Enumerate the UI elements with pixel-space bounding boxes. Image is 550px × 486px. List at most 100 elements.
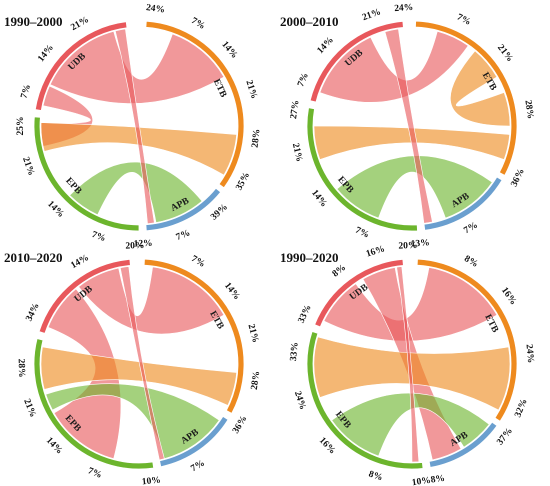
tick-label: 36% [510,167,527,188]
chord-etb-etb [450,50,511,127]
tick-label: 28% [16,358,27,377]
tick-label: 7% [189,254,206,270]
chord-udb-etb [49,30,225,104]
tick-label: 7% [462,220,479,236]
tick-label: 10% [141,476,161,486]
segment-arc-epb [306,107,418,232]
chord-udb-apb [114,28,155,224]
tick-label: 20% [125,241,144,252]
panel-title: 2010–2020 [4,250,63,265]
chord-panel-2000-2010: 2000–2010 UDB7%14%21%ETB24%7%21%28%36%AP… [280,3,535,250]
tick-label: 7% [175,228,192,243]
tick-label: 21% [20,156,36,177]
tick-label: 8% [367,469,384,483]
segment-arc-apb [159,415,229,468]
tick-label: 28% [250,370,263,390]
segment-arc-udb [34,21,128,111]
segment-arc-udb [38,258,131,334]
panel-title: 1990–2000 [4,14,63,29]
tick-label: 21% [495,43,515,64]
tick-label: 39% [209,202,230,222]
tick-label: 21% [69,15,90,33]
tick-label: 24% [145,3,165,16]
tick-label: 7% [189,16,206,32]
tick-label: 10%8% [411,474,445,486]
tick-label: 37% [495,426,515,447]
chord-ribbons [313,28,511,224]
segment-label-etb: ETB [482,313,500,335]
tick-label: 28% [522,100,535,120]
tick-label: 14% [36,43,56,64]
tick-label: 7% [189,458,206,474]
chord-epb-apb [331,392,490,457]
panel-title: 1990–2020 [280,250,339,265]
segment-arc-apb [428,421,498,468]
tick-label: 33% [297,303,314,324]
tick-label: 24% [524,344,536,364]
tick-label: 36% [231,414,249,435]
tick-label: 21% [290,142,304,163]
tick-label: 16% [317,436,337,457]
tick-label: 24% [394,3,414,14]
tick-label: 27% [289,100,302,120]
chord-udb-epb [396,266,420,463]
tick-label: 21% [243,79,258,100]
tick-label: 14% [222,281,242,302]
chord-panel-1990-2000: 1990–2000 UDB7%14%21%ETB24%7%14%21%28%35… [4,3,263,249]
tick-label: 35% [234,171,252,192]
tick-label: 24% [292,390,307,411]
segment-arc-apb [423,176,503,231]
segment-arc-epb [306,331,424,470]
tick-label: 33% [289,342,301,362]
tick-label: 14% [45,199,66,220]
segment-arc-apb [145,187,222,232]
chord-udb-etb [78,266,225,335]
tick-label: 7% [86,466,103,481]
tick-label: 8% [462,254,479,270]
chord-panel-2010-2020: 2010–2020 UDB34%14%20%ETB7%14%21%28%36%A… [4,241,262,486]
segment-arc-etb [145,20,245,189]
segment-arc-udb [309,20,404,103]
tick-label: 14% [69,253,90,271]
chord-udb-apb [119,266,165,461]
tick-label: 16% [365,244,386,259]
segment-label-etb: ETB [211,78,228,100]
chord-etb-epb [40,122,237,176]
tick-label: 14% [219,40,239,61]
chord-epb-apb [45,383,220,460]
tick-label: 20% [398,241,417,252]
panel-title: 2000–2010 [280,14,339,29]
tick-label: 7% [296,71,311,88]
tick-label: 21% [21,398,37,419]
tick-label: 16% [499,286,518,307]
segment-arc-udb [314,258,404,328]
tick-label: 34% [24,302,41,323]
chord-ribbons [313,266,511,463]
tick-label: 13% [410,238,430,249]
segment-arc-etb [143,258,245,414]
segment-arc-etb [416,258,518,422]
chord-ribbons [40,28,237,224]
segment-arc-etb [415,20,518,176]
tick-label: 12% [133,239,152,250]
segment-arc-epb [33,116,140,232]
chord-udb-apb [384,28,433,224]
tick-label: 7% [353,226,370,241]
tick-label: 21% [361,7,382,23]
chord-ribbons [40,266,237,461]
segment-arc-epb [33,338,155,470]
tick-label: 14% [309,188,329,209]
tick-label: 7% [455,12,472,27]
chord-epb-apb [336,155,493,219]
tick-label: 32% [513,398,529,419]
tick-label: 14% [316,35,336,56]
tick-label: 14% [44,436,64,457]
tick-label: 28% [251,128,263,148]
tick-label: 7% [19,83,33,100]
chord-udb-etb [323,267,498,342]
chord-epb-apb [69,161,203,223]
tick-label: 8% [331,263,348,280]
tick-label: 7% [90,230,107,244]
